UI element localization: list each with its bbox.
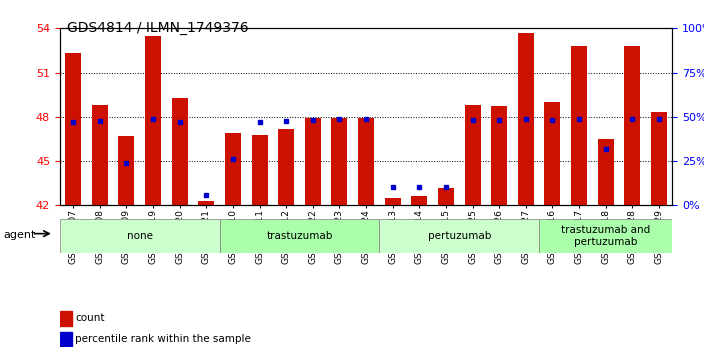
- Text: trastuzumab and
pertuzumab: trastuzumab and pertuzumab: [561, 225, 650, 247]
- Text: pertuzumab: pertuzumab: [427, 231, 491, 241]
- Bar: [251, 135, 268, 205]
- Bar: [332, 118, 348, 205]
- Bar: [518, 33, 534, 205]
- Bar: [118, 136, 134, 205]
- Bar: [278, 129, 294, 205]
- Text: trastuzumab: trastuzumab: [266, 231, 333, 241]
- Text: none: none: [127, 231, 153, 241]
- Bar: [544, 102, 560, 205]
- FancyBboxPatch shape: [220, 219, 379, 253]
- Bar: [92, 105, 108, 205]
- Bar: [411, 196, 427, 205]
- Bar: [172, 98, 188, 205]
- FancyBboxPatch shape: [60, 219, 220, 253]
- Text: agent: agent: [4, 230, 36, 240]
- Bar: [145, 36, 161, 205]
- Bar: [305, 118, 321, 205]
- Bar: [598, 139, 614, 205]
- Bar: [651, 113, 667, 205]
- Bar: [491, 107, 507, 205]
- Bar: [384, 198, 401, 205]
- Bar: [624, 46, 641, 205]
- Text: percentile rank within the sample: percentile rank within the sample: [75, 334, 251, 344]
- Bar: [465, 105, 481, 205]
- Bar: [438, 188, 454, 205]
- Bar: [225, 133, 241, 205]
- FancyBboxPatch shape: [539, 219, 672, 253]
- Text: count: count: [75, 313, 105, 323]
- Bar: [199, 201, 214, 205]
- Bar: [60, 311, 72, 326]
- Bar: [571, 46, 587, 205]
- Bar: [358, 118, 374, 205]
- FancyBboxPatch shape: [379, 219, 539, 253]
- Bar: [60, 332, 72, 347]
- Bar: [65, 53, 81, 205]
- Text: GDS4814 / ILMN_1749376: GDS4814 / ILMN_1749376: [67, 21, 249, 35]
